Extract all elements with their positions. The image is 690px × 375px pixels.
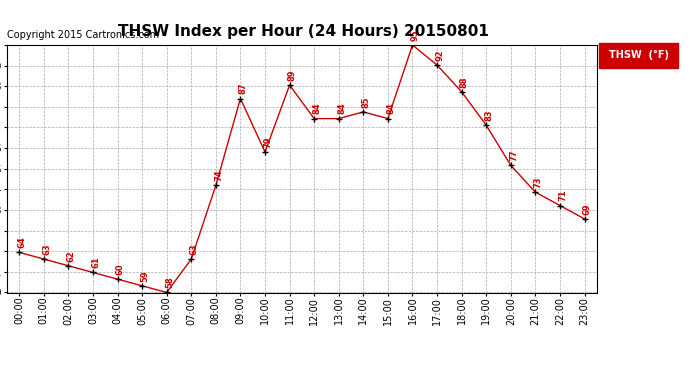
Text: 62: 62 [67,250,76,262]
Text: 61: 61 [91,256,100,268]
Text: 83: 83 [484,110,493,121]
Text: 88: 88 [460,76,469,88]
Text: THSW  (°F): THSW (°F) [609,50,669,60]
Text: 77: 77 [509,150,518,161]
Text: 73: 73 [533,177,542,188]
Text: 64: 64 [17,237,26,248]
Text: 63: 63 [190,243,199,255]
Text: 74: 74 [214,170,223,181]
Text: 71: 71 [558,190,567,201]
Text: 95: 95 [411,29,420,41]
Text: 84: 84 [337,103,346,114]
Text: 84: 84 [313,103,322,114]
Text: 60: 60 [116,263,125,275]
Text: 69: 69 [583,203,592,215]
Text: 84: 84 [386,103,395,114]
Text: 89: 89 [288,69,297,81]
Text: THSW Index per Hour (24 Hours) 20150801: THSW Index per Hour (24 Hours) 20150801 [118,24,489,39]
Text: 79: 79 [264,136,273,148]
Text: 92: 92 [435,49,444,61]
Text: 58: 58 [165,277,174,288]
Text: 59: 59 [140,270,149,282]
Text: 63: 63 [42,243,51,255]
Text: 85: 85 [362,96,371,108]
Text: Copyright 2015 Cartronics.com: Copyright 2015 Cartronics.com [7,30,159,40]
Text: 87: 87 [239,83,248,94]
